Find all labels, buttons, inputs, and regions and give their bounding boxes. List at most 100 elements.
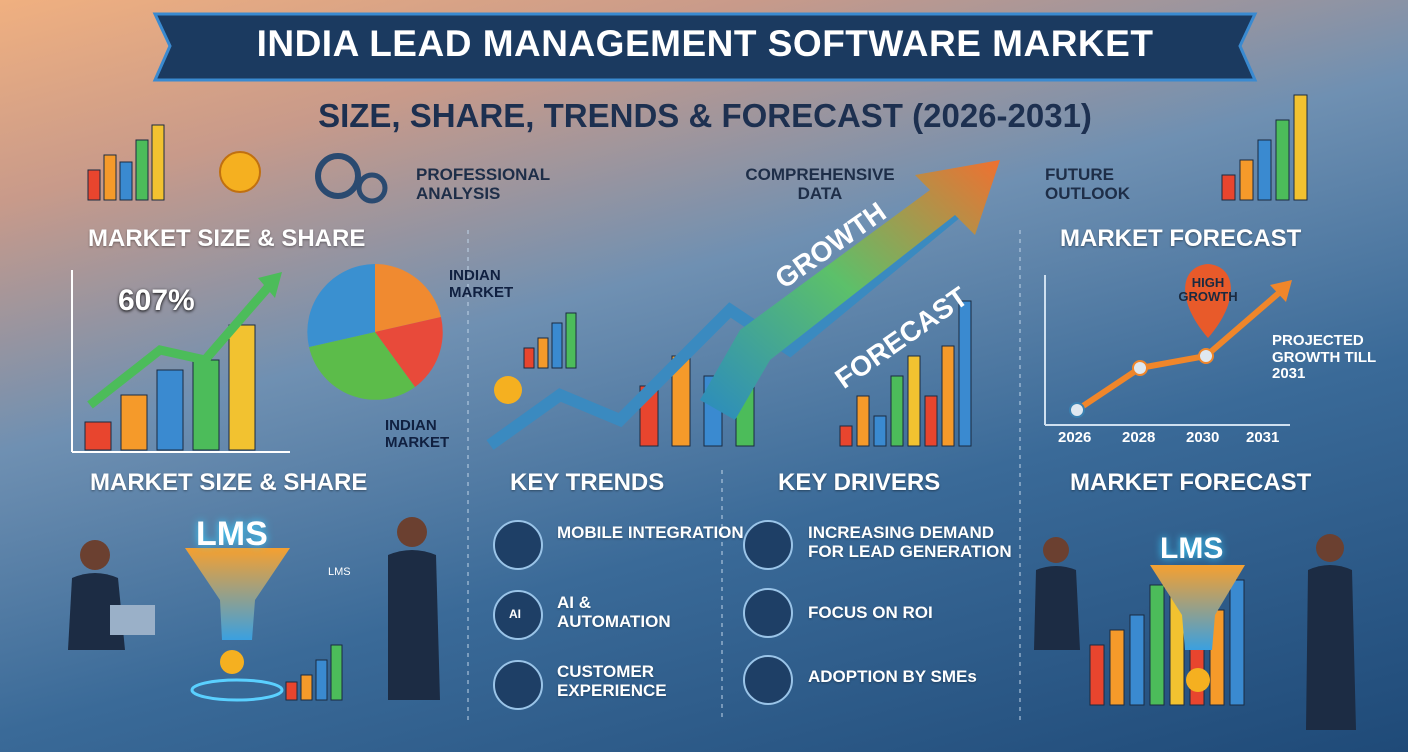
- decor-bar: [1293, 94, 1308, 201]
- top-label: FUTURE OUTLOOK: [1045, 165, 1130, 203]
- coin-icon: [494, 376, 522, 404]
- year-label: 2030: [1186, 429, 1220, 446]
- decor-bar: [87, 169, 101, 201]
- decor-bar: [551, 322, 563, 369]
- trend-item: AI & AUTOMATION: [557, 593, 671, 631]
- section-title: KEY TRENDS: [510, 469, 665, 496]
- title-banner: [152, 12, 1258, 82]
- pie-label: INDIAN MARKET: [385, 417, 450, 451]
- decor-bar: [958, 300, 972, 447]
- funnel-label: LMS: [1160, 532, 1224, 565]
- decor-bar: [103, 154, 117, 201]
- icon-circle: [743, 520, 793, 570]
- decor-bar: [565, 312, 577, 369]
- person-head: [80, 540, 110, 570]
- decor-bar: [156, 369, 184, 451]
- person-body: [388, 550, 440, 700]
- funnel-label: LMS: [196, 515, 268, 553]
- section-title: MARKET SIZE & SHARE: [88, 225, 366, 252]
- gear-icon: [356, 172, 388, 204]
- section-title: MARKET FORECAST: [1070, 469, 1312, 496]
- icon-circle: [493, 520, 543, 570]
- pie-slice: [307, 264, 375, 347]
- decor-bar: [1229, 579, 1245, 706]
- decor-bar: [907, 355, 921, 447]
- icon-circle: [493, 590, 543, 640]
- forecast-line: [1075, 289, 1282, 413]
- decor-bar: [300, 674, 313, 701]
- decor-bar: [135, 139, 149, 201]
- icon-circle: [743, 588, 793, 638]
- decor-bar: [1089, 644, 1105, 706]
- decor-bar: [537, 337, 549, 369]
- funnel: [185, 548, 290, 640]
- decor-bar: [924, 395, 938, 447]
- decor-bar: [1109, 629, 1125, 706]
- coin: [1186, 668, 1210, 692]
- decor-bar: [839, 425, 853, 447]
- person-body: [1034, 566, 1080, 650]
- funnel: [1150, 565, 1245, 650]
- person-head: [1316, 534, 1344, 562]
- stat: 607%: [118, 284, 195, 317]
- growth-arrow: [700, 160, 1000, 420]
- driver-item: FOCUS ON ROI: [808, 603, 933, 622]
- decor-bar: [890, 375, 904, 447]
- decor-bar: [285, 681, 298, 701]
- decor-bar: [1149, 584, 1165, 706]
- decor-bar: [120, 394, 148, 451]
- decor-bar: [330, 644, 343, 701]
- decor-bar: [1239, 159, 1254, 201]
- note: PROJECTED GROWTH TILL 2031: [1272, 332, 1376, 382]
- person-head: [1043, 537, 1069, 563]
- decor-bar: [119, 161, 133, 201]
- year-label: 2026: [1058, 429, 1092, 446]
- trend-item: CUSTOMER EXPERIENCE: [557, 662, 667, 700]
- section-title: MARKET SIZE & SHARE: [90, 469, 368, 496]
- decor-bar: [84, 421, 112, 451]
- pie-slice: [375, 264, 441, 332]
- subtitle: SIZE, SHARE, TRENDS & FORECAST (2026-203…: [318, 97, 1092, 134]
- pie-slice: [309, 332, 415, 400]
- decor-bar: [192, 359, 220, 451]
- coin: [220, 650, 244, 674]
- icon-circle: [493, 660, 543, 710]
- driver-item: ADOPTION BY SMEs: [808, 667, 977, 686]
- tag: LMS: [328, 566, 351, 578]
- decor-bar: [151, 124, 165, 201]
- decor-bar: [1275, 119, 1290, 201]
- decor-bar: [1257, 139, 1272, 201]
- decor-bar: [228, 324, 256, 451]
- coin-icon: [219, 151, 261, 193]
- decor-bar: [856, 395, 870, 447]
- decor-bar: [873, 415, 887, 447]
- people: [68, 517, 1356, 730]
- arrow-head: [258, 272, 282, 298]
- laptop: [110, 605, 155, 635]
- gear-icon: [315, 153, 361, 199]
- point: [1069, 402, 1085, 418]
- trend-arrow: [87, 282, 274, 409]
- arrow-head: [1270, 280, 1292, 302]
- glow-ring: [190, 678, 284, 702]
- icon-text: AI: [509, 607, 521, 621]
- decor-bar: [315, 659, 328, 701]
- pie-slice: [375, 317, 443, 387]
- point: [1198, 348, 1214, 364]
- point: [1132, 360, 1148, 376]
- section-title: MARKET FORECAST: [1060, 225, 1302, 252]
- year-label: 2028: [1122, 429, 1156, 446]
- driver-item: INCREASING DEMAND FOR LEAD GENERATION: [808, 523, 1012, 561]
- growth-zigzag: [486, 205, 964, 450]
- trend-item: MOBILE INTEGRATION: [557, 523, 744, 542]
- top-label: PROFESSIONAL ANALYSIS: [416, 165, 550, 203]
- decor-bar: [523, 347, 535, 369]
- decor-bar: [1129, 614, 1145, 706]
- icons: [219, 151, 793, 710]
- icon-circle: [743, 655, 793, 705]
- person-body: [1306, 565, 1356, 730]
- pie: [307, 264, 443, 400]
- person-head: [397, 517, 427, 547]
